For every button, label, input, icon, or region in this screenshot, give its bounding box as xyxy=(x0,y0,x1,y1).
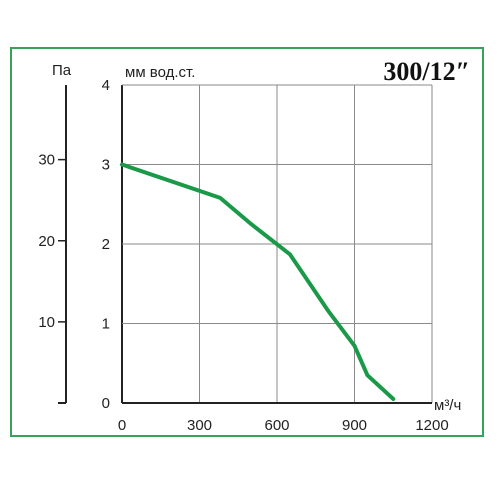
y-axis-label: мм вод.ст. xyxy=(125,64,195,81)
x-tick-label: 1200 xyxy=(415,417,448,434)
grid xyxy=(121,84,433,404)
y-tick-label: 2 xyxy=(102,236,110,253)
y-tick-label: 3 xyxy=(102,157,110,174)
x-tick-label: 300 xyxy=(187,417,212,434)
pa-tick-label: 20 xyxy=(38,233,55,250)
chart-frame xyxy=(10,47,484,437)
pa-tick-label: 10 xyxy=(38,314,55,331)
tick-labels: 0 300 600 900 1200 0 1 2 3 4 xyxy=(102,77,449,434)
series-line xyxy=(120,162,396,401)
y-tick-label: 1 xyxy=(102,316,110,333)
pa-axis-label: Па xyxy=(52,62,72,79)
pa-axis: 10 20 30 xyxy=(38,85,67,404)
pa-tick-label: 30 xyxy=(38,152,55,169)
model-badge: 300/12″ xyxy=(383,57,470,86)
x-tick-label: 600 xyxy=(264,417,289,434)
x-tick-label: 900 xyxy=(342,417,367,434)
y-tick-label: 0 xyxy=(102,395,110,412)
x-tick-label: 0 xyxy=(118,417,126,434)
y-tick-label: 4 xyxy=(102,77,110,94)
x-axis-label: м³/ч xyxy=(434,397,461,414)
